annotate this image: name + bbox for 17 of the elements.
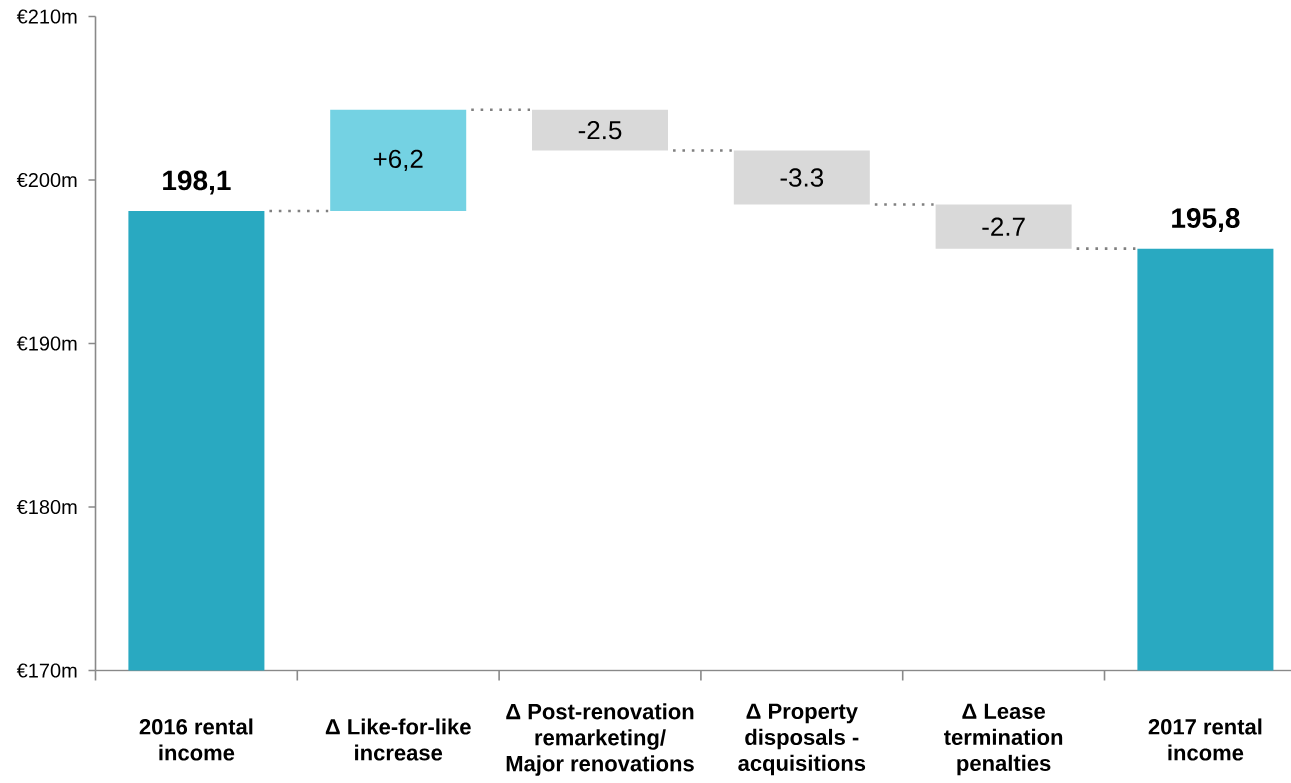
data-label: 198,1	[163, 170, 231, 195]
data-label: -2.7	[982, 217, 1025, 236]
x-tick-label: 2016 rental income	[139, 718, 253, 761]
data-label: -3.3	[780, 168, 824, 187]
x-tick-label: 2017 rental income	[1148, 718, 1262, 761]
data-label: 195,8	[1172, 208, 1240, 232]
y-tick-label: €190m	[16, 336, 77, 351]
x-tick-label: Δ Like-for-like increase	[325, 718, 471, 761]
x-tick-label: Δ Post-renovation remarketing/ Major renovations	[506, 703, 694, 776]
x-tick-label: Δ Property disposals - acquisitions	[738, 703, 866, 776]
data-label: -2.5	[578, 120, 622, 140]
x-tick-label: Δ Lease termination penalties	[943, 703, 1063, 776]
y-tick-label: €200m	[16, 172, 77, 188]
y-tick-label: €210m	[16, 9, 77, 24]
y-tick-label: €180m	[16, 499, 77, 515]
data-label: +6,2	[373, 149, 423, 172]
y-tick-label: €170m	[16, 663, 77, 678]
